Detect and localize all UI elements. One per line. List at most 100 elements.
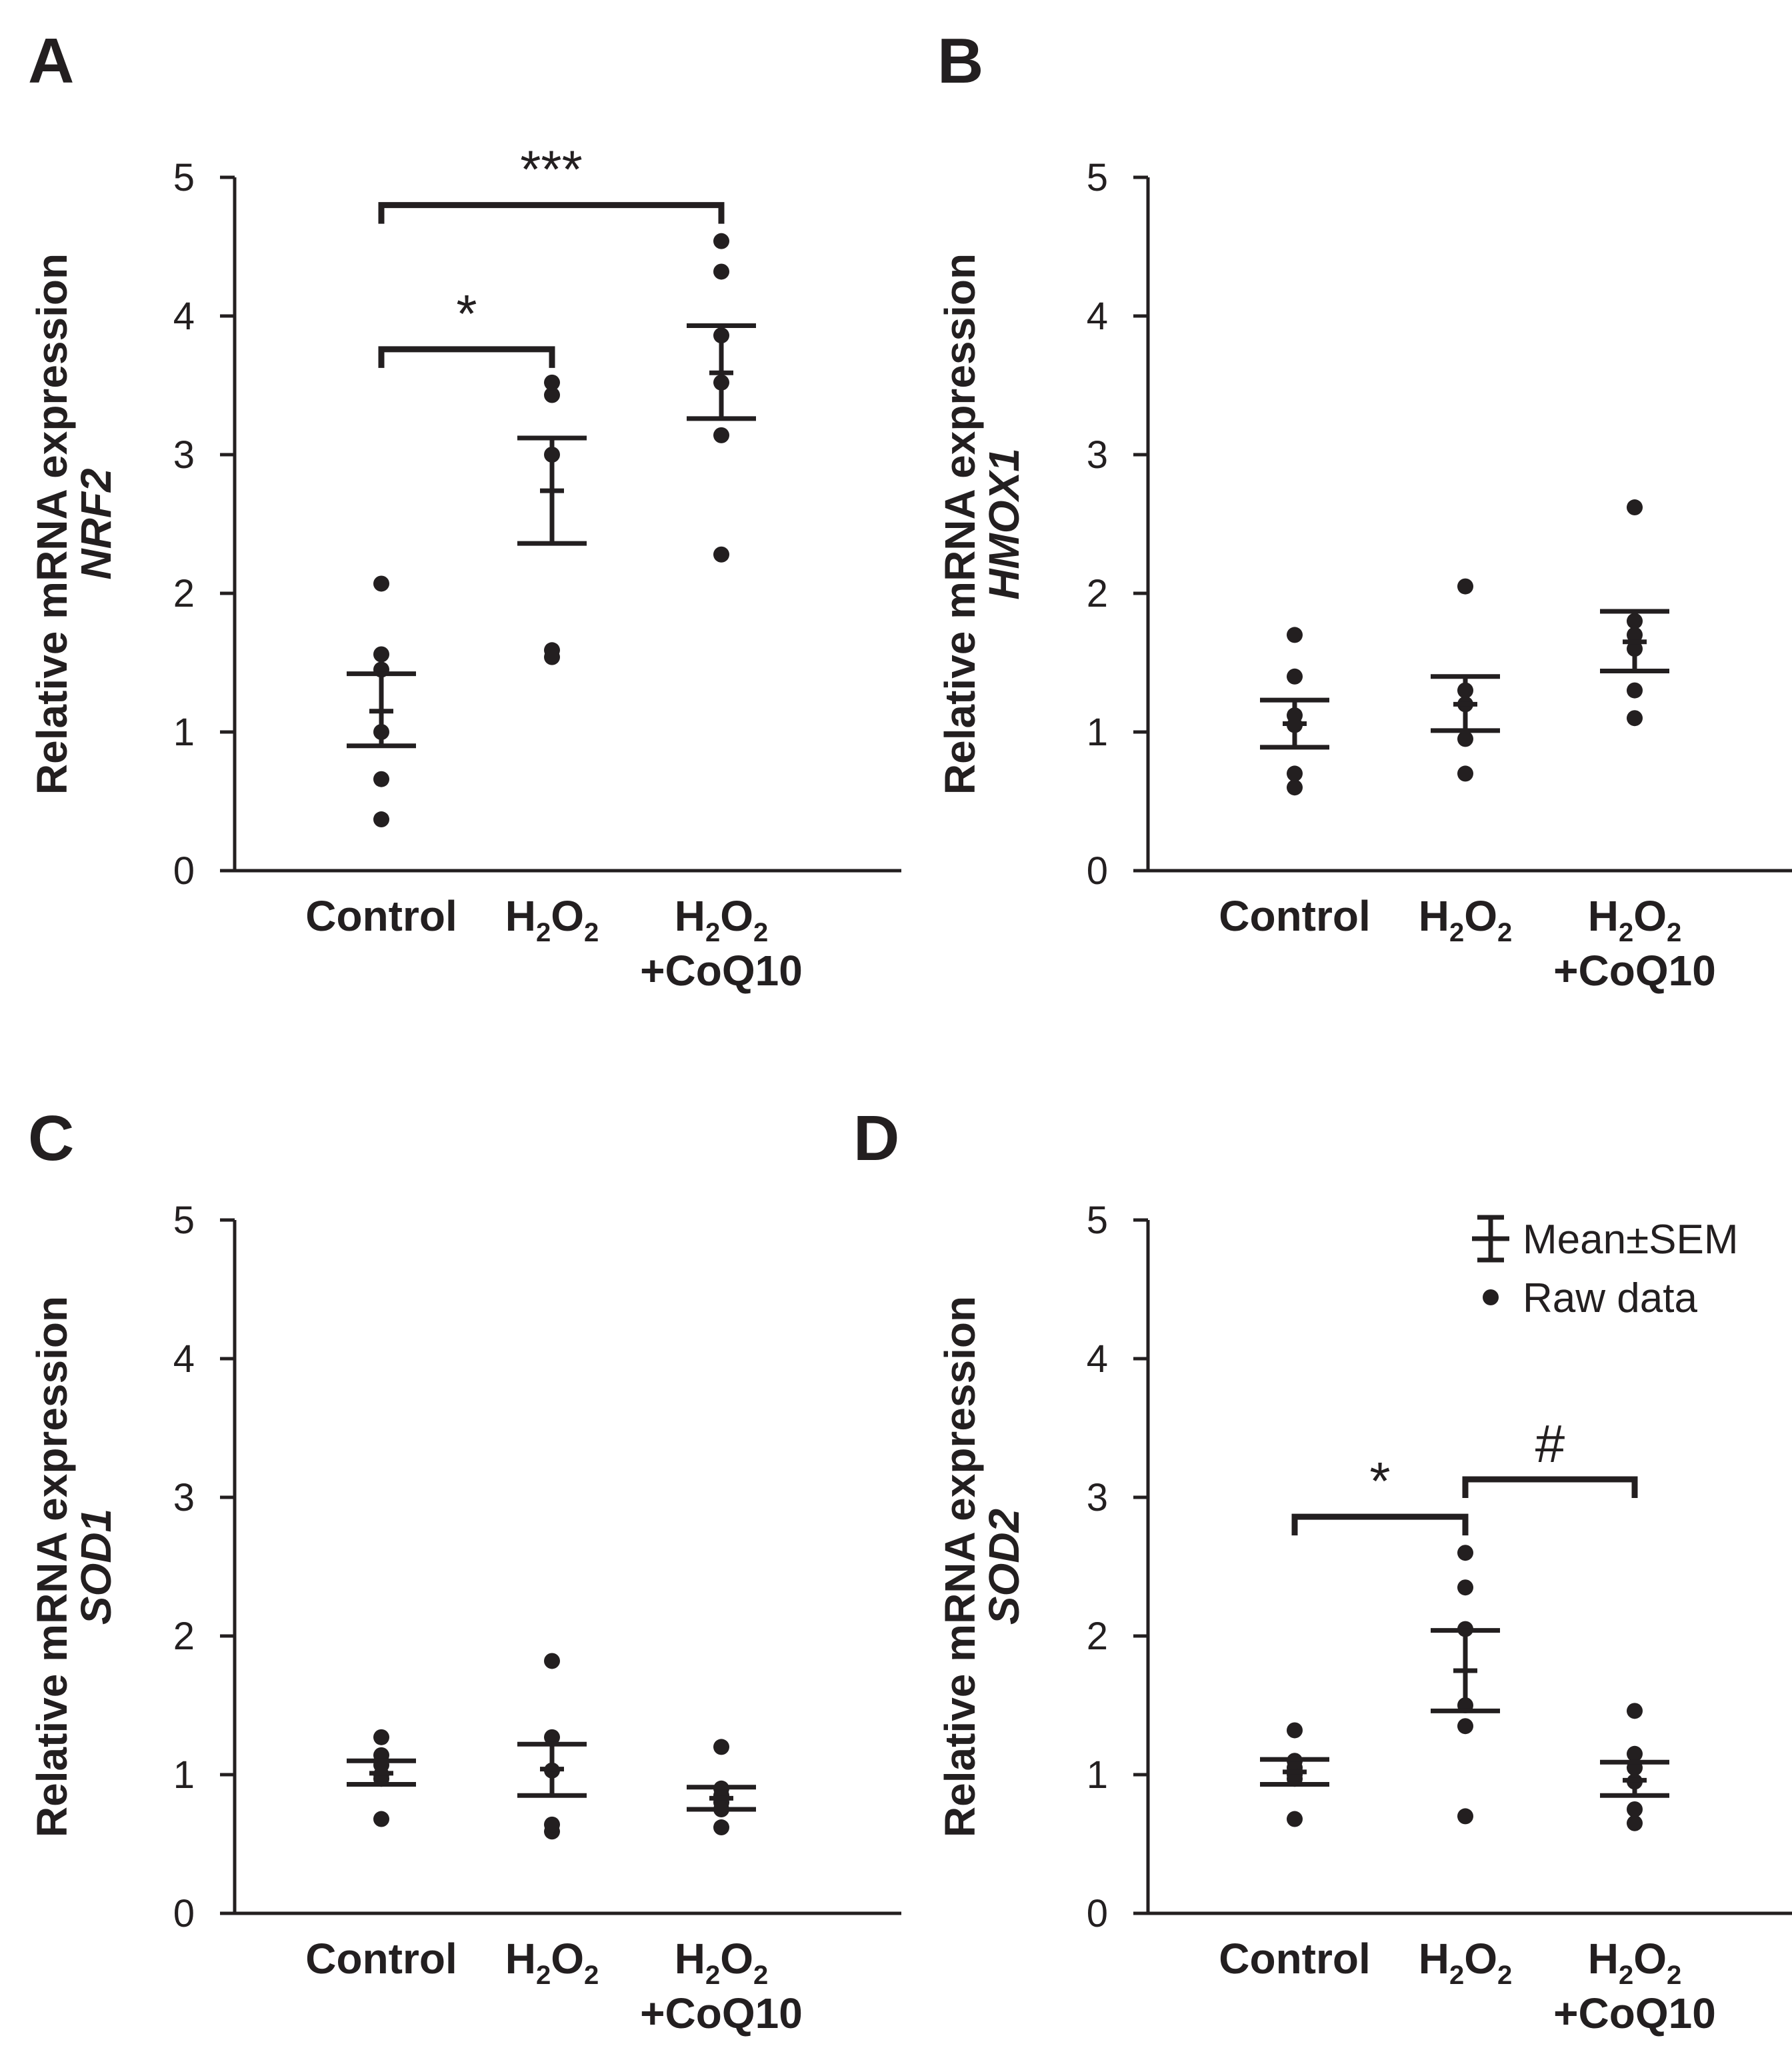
raw-data-point bbox=[1457, 765, 1473, 782]
raw-data-point bbox=[373, 575, 389, 592]
raw-data-point bbox=[1287, 1811, 1303, 1827]
label-text: +CoQ10 bbox=[1553, 947, 1716, 995]
label-text: O bbox=[551, 892, 584, 940]
x-category-label: H2O2 bbox=[1588, 892, 1682, 947]
label-text: Control bbox=[1219, 892, 1371, 940]
y-axis-label: Relative mRNA expression bbox=[936, 253, 984, 795]
series-2 bbox=[1600, 499, 1669, 727]
x-category-label: H2O2 bbox=[1588, 1935, 1682, 1990]
subscript: 2 bbox=[1667, 918, 1681, 947]
label-text: O bbox=[720, 892, 753, 940]
subscript: 2 bbox=[1449, 1961, 1464, 1990]
panel-letter: C bbox=[28, 1103, 74, 1174]
subscript: 2 bbox=[1619, 918, 1633, 947]
raw-data-point bbox=[1627, 1815, 1643, 1831]
raw-data-point bbox=[1457, 1579, 1473, 1596]
raw-data-point bbox=[1627, 1801, 1643, 1817]
label-text: O bbox=[1633, 892, 1667, 940]
legend-raw-label: Raw data bbox=[1523, 1275, 1697, 1321]
label-text: +CoQ10 bbox=[640, 947, 803, 995]
y-tick-label: 3 bbox=[173, 1476, 195, 1519]
y-axis-label: Relative mRNA expression bbox=[28, 1296, 76, 1837]
x-category-label: +CoQ10 bbox=[640, 947, 803, 995]
raw-data-point bbox=[373, 1811, 389, 1827]
gene-label: NRF2 bbox=[72, 468, 120, 579]
subscript: 2 bbox=[536, 918, 551, 947]
label-text: H bbox=[505, 892, 536, 940]
y-tick-label: 0 bbox=[173, 1892, 195, 1935]
x-category-label: H2O2 bbox=[1419, 1935, 1513, 1990]
subscript: 2 bbox=[584, 918, 599, 947]
raw-data-point bbox=[1627, 1703, 1643, 1719]
raw-data-point bbox=[1627, 682, 1643, 699]
y-tick-label: 2 bbox=[173, 1615, 195, 1658]
raw-data-point bbox=[544, 1729, 560, 1745]
significance-bracket bbox=[1291, 1513, 1469, 1536]
legend-mean-sem-label: Mean±SEM bbox=[1523, 1217, 1738, 1263]
panel-letter: D bbox=[853, 1103, 899, 1174]
gene-label: HMOX1 bbox=[980, 448, 1028, 600]
raw-data-point bbox=[713, 546, 729, 563]
label-text: H bbox=[1419, 1935, 1449, 1983]
label-text: +CoQ10 bbox=[640, 1989, 803, 2037]
y-tick-label: 5 bbox=[173, 1199, 195, 1242]
subscript: 2 bbox=[753, 918, 768, 947]
label-text: O bbox=[1633, 1935, 1667, 1983]
raw-data-point bbox=[373, 771, 389, 787]
x-category-label: H2O2 bbox=[505, 892, 599, 947]
raw-data-point bbox=[713, 1739, 729, 1755]
label-text: H bbox=[1588, 1935, 1619, 1983]
raw-data-point bbox=[373, 1729, 389, 1745]
significance-label: * bbox=[1369, 1451, 1390, 1511]
label-text: O bbox=[551, 1935, 584, 1983]
gene-label: SOD2 bbox=[980, 1509, 1028, 1625]
raw-data-point bbox=[713, 263, 729, 280]
y-tick-label: 4 bbox=[1087, 1337, 1108, 1381]
x-category-label: +CoQ10 bbox=[1553, 947, 1716, 995]
raw-data-point bbox=[1287, 779, 1303, 796]
raw-data-point bbox=[1287, 765, 1303, 782]
y-tick-label: 3 bbox=[1087, 1476, 1108, 1519]
significance-bracket bbox=[378, 202, 725, 224]
y-tick-label: 2 bbox=[173, 572, 195, 615]
raw-data-point bbox=[1287, 1722, 1303, 1739]
subscript: 2 bbox=[1497, 918, 1512, 947]
y-tick-label: 1 bbox=[1087, 1753, 1108, 1797]
y-tick-label: 0 bbox=[173, 849, 195, 893]
y-tick-label: 0 bbox=[1087, 1892, 1108, 1935]
panel-letter: A bbox=[28, 25, 74, 97]
subscript: 2 bbox=[536, 1961, 551, 1990]
y-axis-label: Relative mRNA expression bbox=[28, 253, 76, 795]
raw-data-point bbox=[1457, 578, 1473, 595]
series-0 bbox=[1260, 1722, 1329, 1827]
significance-label: *** bbox=[520, 140, 582, 199]
x-category-label: H2O2 bbox=[675, 1935, 769, 1990]
series-0 bbox=[347, 1729, 416, 1827]
raw-data-point bbox=[373, 811, 389, 828]
raw-data-point bbox=[1627, 1745, 1643, 1762]
series-1 bbox=[1431, 1545, 1500, 1825]
x-category-label: Control bbox=[1219, 892, 1371, 940]
raw-data-point bbox=[1287, 668, 1303, 685]
y-tick-label: 1 bbox=[173, 711, 195, 754]
y-axis-label: Relative mRNA expression bbox=[936, 1296, 984, 1837]
subscript: 2 bbox=[1449, 918, 1464, 947]
x-category-label: H2O2 bbox=[1419, 892, 1513, 947]
x-category-label: H2O2 bbox=[505, 1935, 599, 1990]
raw-data-point bbox=[1457, 1718, 1473, 1735]
y-tick-label: 1 bbox=[1087, 711, 1108, 754]
series-0 bbox=[1260, 627, 1329, 796]
label-text: +CoQ10 bbox=[1553, 1989, 1716, 2037]
label-text: O bbox=[720, 1935, 753, 1983]
raw-data-point bbox=[1287, 627, 1303, 643]
significance-bracket bbox=[378, 346, 555, 368]
raw-data-point bbox=[544, 387, 560, 403]
panel-letter: B bbox=[937, 25, 983, 97]
significance-label: # bbox=[1535, 1414, 1565, 1473]
series-2 bbox=[687, 1739, 756, 1836]
legend: Mean±SEM Raw data bbox=[1472, 1215, 1738, 1321]
series-1 bbox=[517, 1653, 587, 1840]
series-0 bbox=[347, 575, 416, 828]
x-category-label: Control bbox=[305, 892, 457, 940]
